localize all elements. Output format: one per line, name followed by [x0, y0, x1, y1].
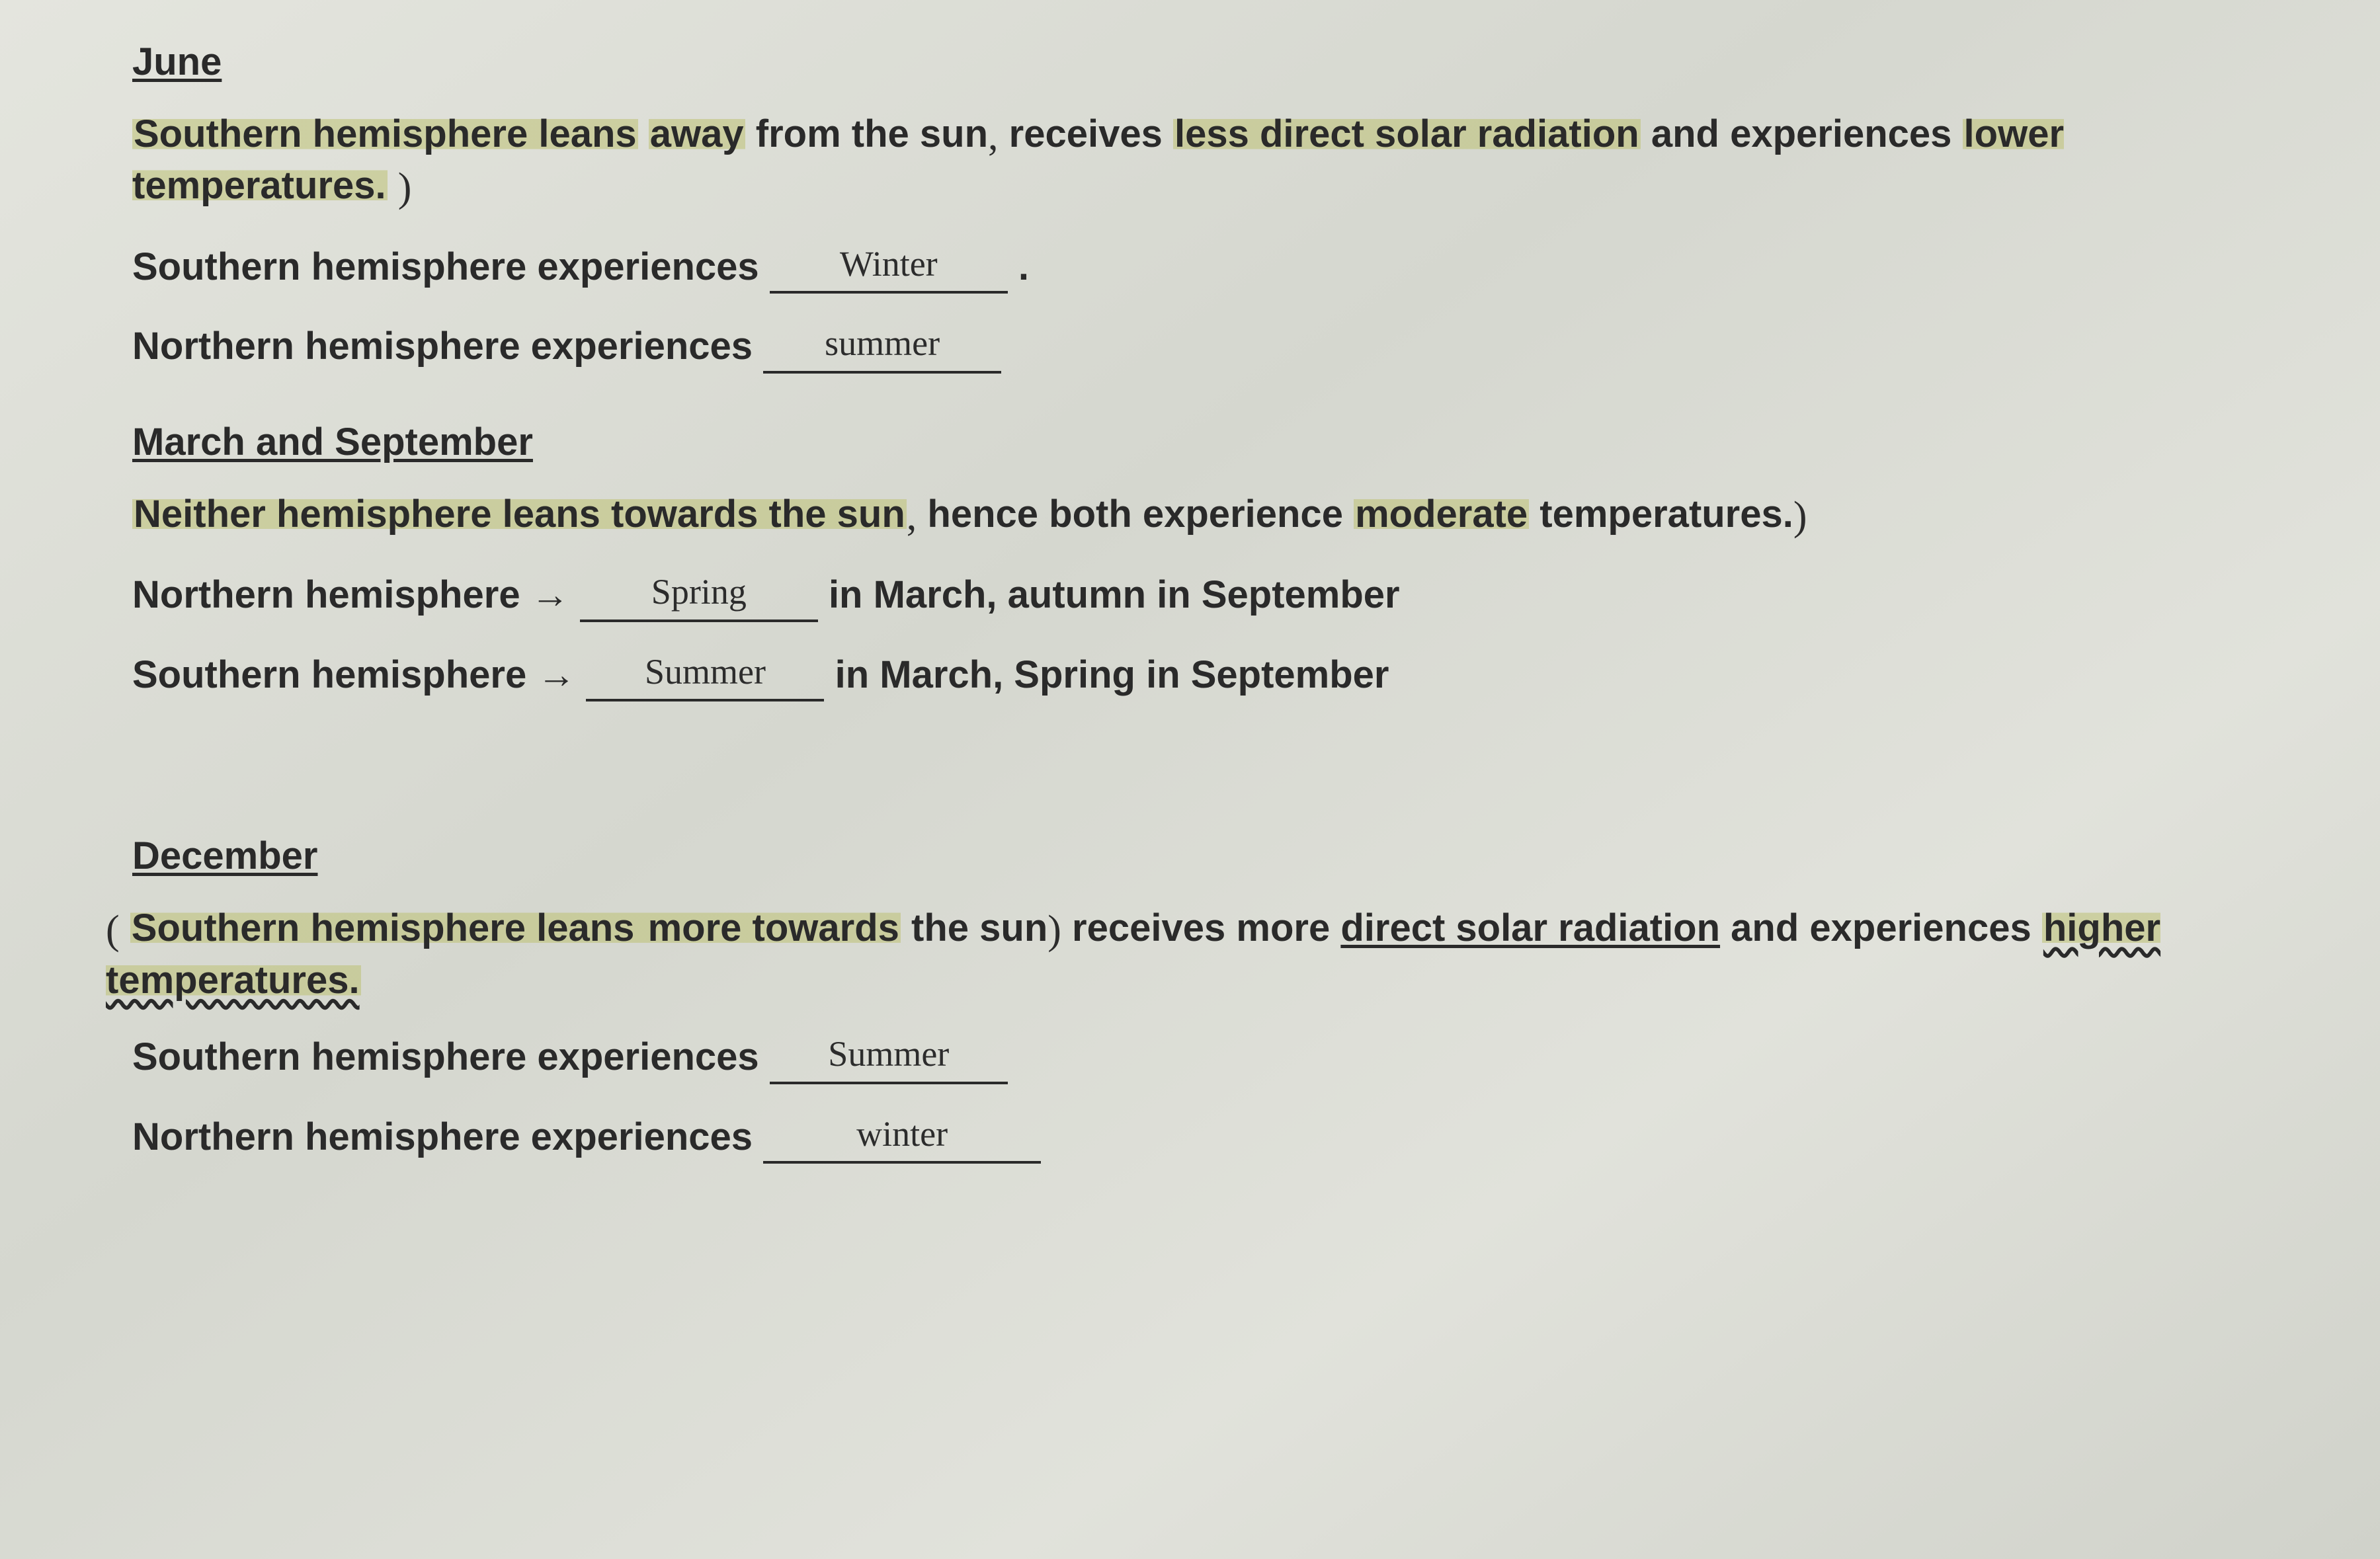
dec-underline-direct: direct solar radiation	[1340, 906, 1720, 949]
dec-northern-answer: winter	[856, 1114, 948, 1154]
dec-p1: Southern hemisphere leans	[130, 906, 647, 949]
june-southern-line: Southern hemisphere experiences Winter .	[132, 243, 2261, 294]
june-northern-label: Northern hemisphere experiences	[132, 325, 763, 368]
june-paragraph: Southern hemisphere leans away from the …	[132, 110, 2261, 214]
june-hl-less: less direct solar radiation	[1173, 112, 1641, 155]
ms-northern-answer: Spring	[651, 572, 747, 612]
ms-p2: hence both experience	[927, 493, 1354, 536]
ms-southern-label: Southern hemisphere	[132, 653, 537, 696]
dec-southern-answer: Summer	[828, 1034, 949, 1074]
section-december: December ( Southern hemisphere leans mor…	[132, 834, 2261, 1164]
dec-southern-blank: Summer	[770, 1033, 1008, 1084]
ms-p3: temperatures.	[1539, 493, 1793, 536]
dec-open-paren: (	[106, 908, 120, 953]
ms-northern-tail: in March, autumn in September	[829, 573, 1400, 616]
dec-p4: and experiences	[1731, 906, 2042, 949]
dec-p3: receives more	[1072, 906, 1340, 949]
ms-p1: Neither hemisphere leans towards the sun	[132, 493, 907, 536]
june-southern-label: Southern hemisphere experiences	[132, 245, 770, 288]
june-hl-away: away	[649, 112, 745, 155]
heading-december: December	[132, 834, 317, 878]
june-comma-paren: ,	[988, 114, 999, 159]
ms-comma-paren: ,	[907, 494, 917, 539]
june-northern-blank: summer	[763, 323, 1001, 374]
june-p1: Southern hemisphere leans	[132, 112, 638, 155]
ms-southern-answer: Summer	[645, 652, 766, 692]
dec-paragraph: ( Southern hemisphere leans more towards…	[106, 904, 2261, 1004]
dec-hl-more: more towards	[647, 906, 901, 949]
june-southern-answer: Winter	[840, 244, 938, 284]
dec-northern-blank: winter	[763, 1113, 1041, 1164]
section-march-september: March and September Neither hemisphere l…	[132, 420, 2261, 701]
ms-northern-blank: Spring	[580, 571, 818, 622]
ms-hl-moderate: moderate	[1354, 493, 1529, 536]
ms-southern-tail: in March, Spring in September	[835, 653, 1389, 696]
ms-northern-line: Northern hemisphere → Spring in March, a…	[132, 571, 2261, 622]
june-p4: and experiences	[1651, 112, 1963, 155]
june-p3: receives	[1009, 112, 1173, 155]
dec-p2: the sun	[911, 906, 1047, 949]
section-june: June Southern hemisphere leans away from…	[132, 40, 2261, 374]
june-southern-tail: .	[1018, 245, 1029, 288]
june-northern-answer: summer	[825, 323, 940, 363]
ms-close-paren: )	[1793, 494, 1807, 539]
arrow-icon-2: →	[537, 653, 575, 696]
june-close-paren: )	[398, 165, 412, 210]
heading-march-sept: March and September	[132, 420, 533, 464]
arrow-icon: →	[531, 573, 569, 616]
ms-southern-line: Southern hemisphere → Summer in March, S…	[132, 651, 2261, 702]
dec-northern-label: Northern hemisphere experiences	[132, 1115, 763, 1158]
heading-june: June	[132, 40, 222, 84]
dec-northern-line: Northern hemisphere experiences winter	[132, 1113, 2261, 1164]
ms-northern-label: Northern hemisphere	[132, 573, 531, 616]
dec-close-paren1: )	[1047, 908, 1061, 953]
ms-southern-blank: Summer	[586, 651, 824, 702]
worksheet-page: June Southern hemisphere leans away from…	[0, 0, 2380, 1559]
dec-southern-line: Southern hemisphere experiences Summer	[132, 1033, 2261, 1084]
june-southern-blank: Winter	[770, 243, 1008, 294]
june-northern-line: Northern hemisphere experiences summer	[132, 323, 2261, 374]
june-p2: from the sun	[756, 112, 988, 155]
marchsept-paragraph: Neither hemisphere leans towards the sun…	[132, 491, 2261, 542]
dec-southern-label: Southern hemisphere experiences	[132, 1035, 770, 1078]
